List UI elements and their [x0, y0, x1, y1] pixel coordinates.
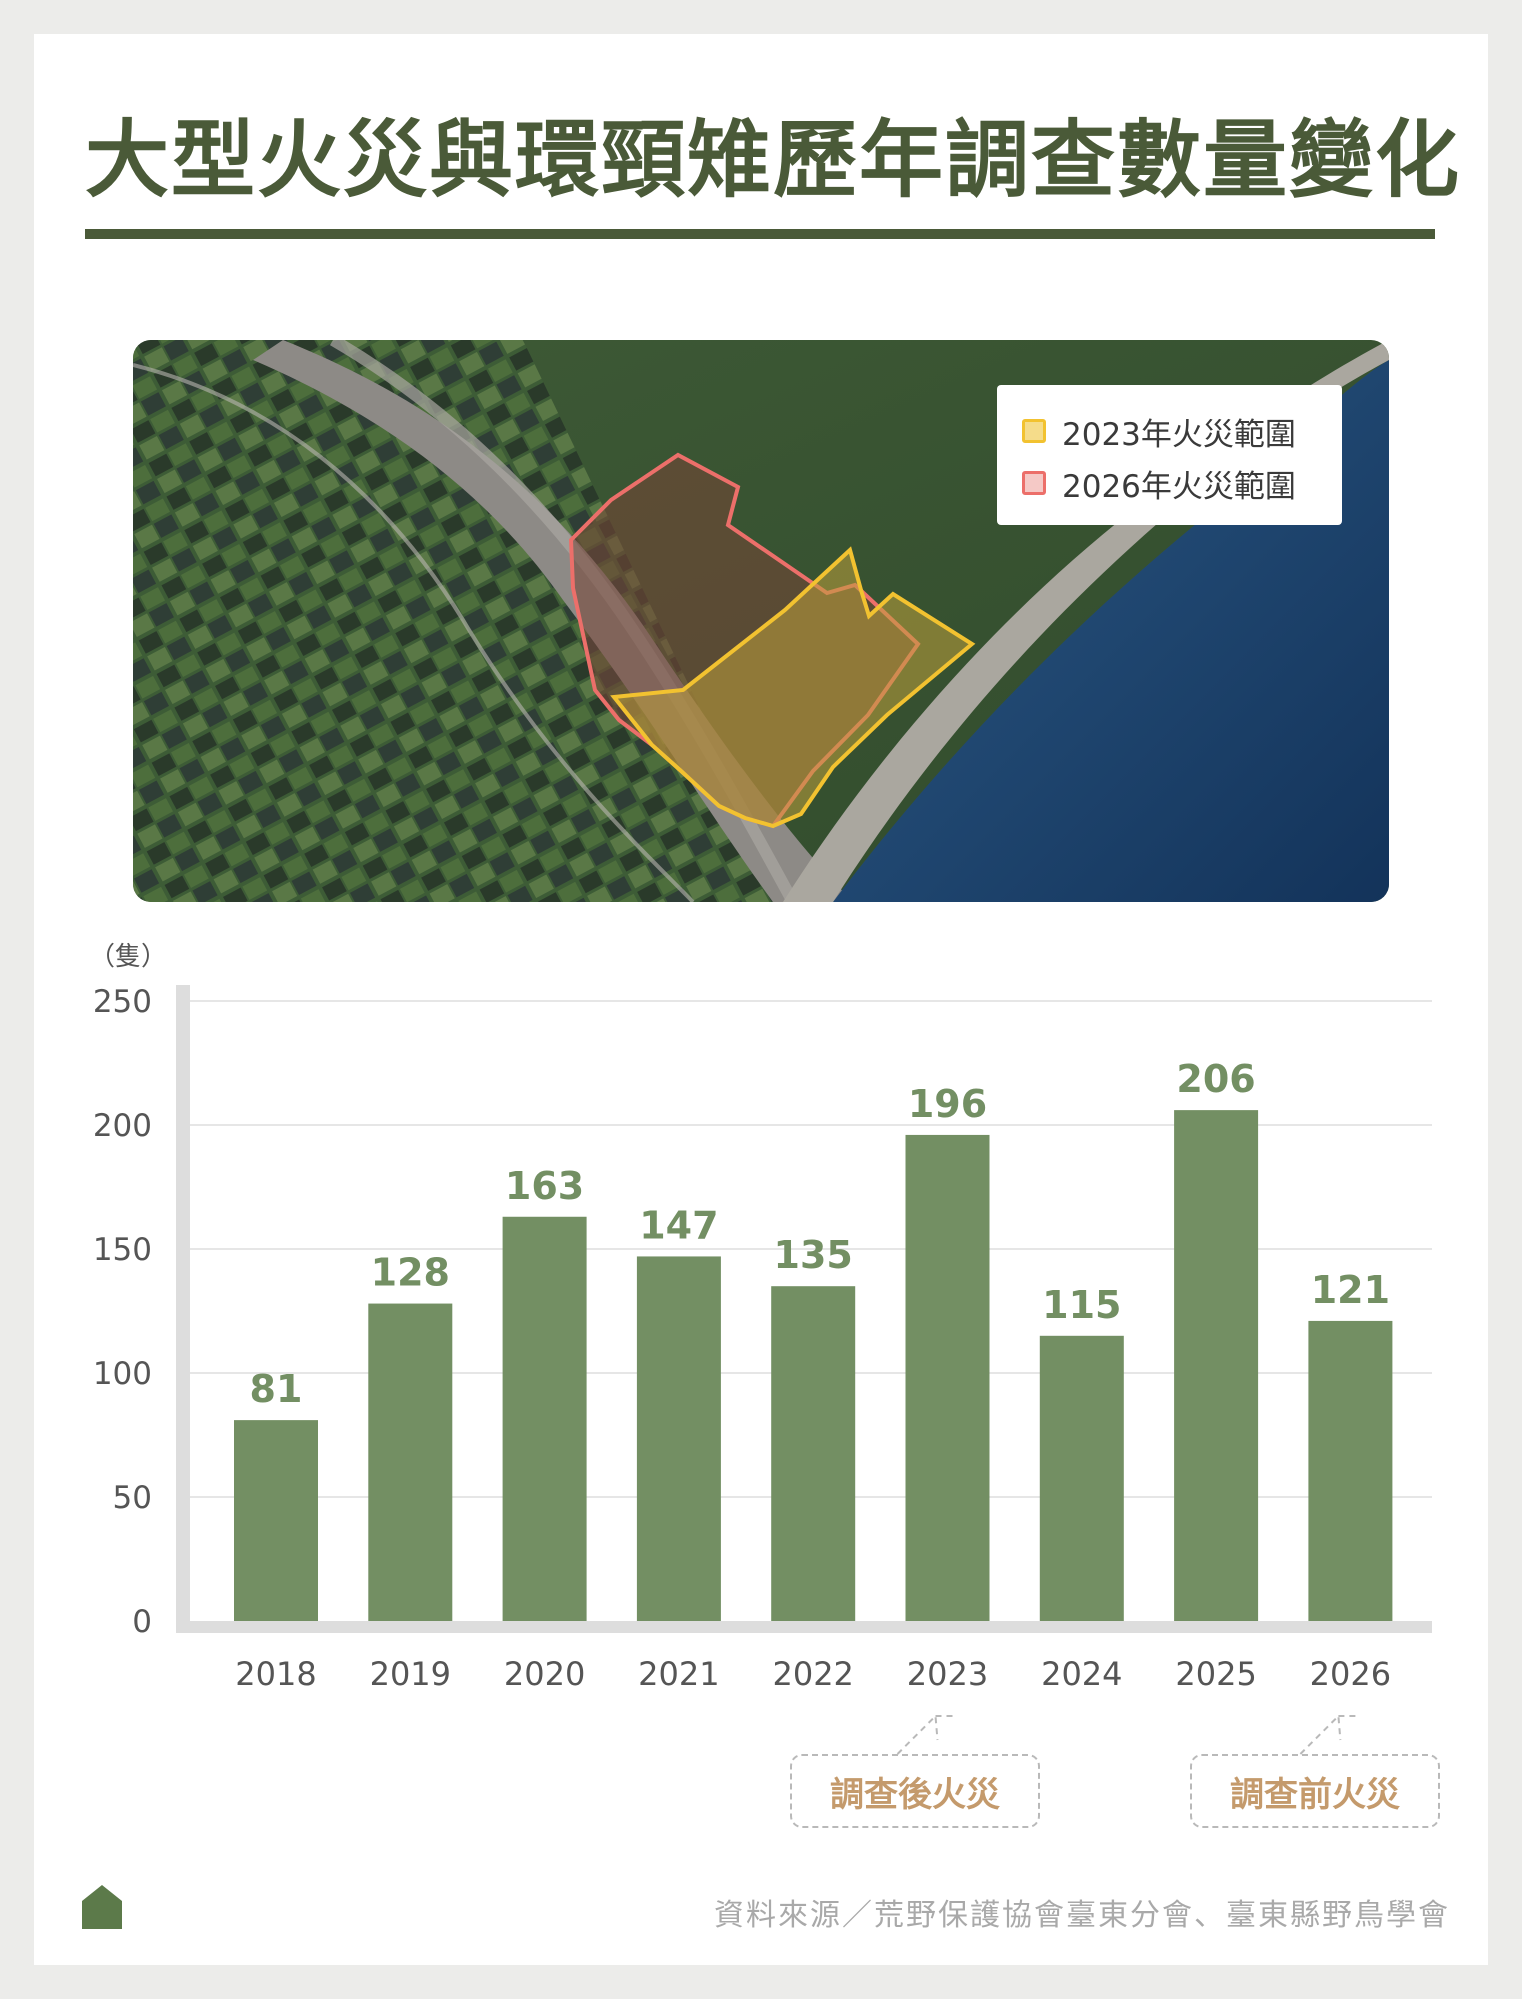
legend-item-2026: 2026年火災範圍 [1022, 463, 1296, 505]
legend-swatch-2023 [1022, 419, 1046, 443]
home-icon [82, 1885, 122, 1933]
legend-swatch-2026 [1022, 471, 1046, 495]
page-title: 大型火災與環頸雉歷年調查數量變化 [85, 111, 1462, 209]
legend-item-2023: 2023年火災範圍 [1022, 411, 1296, 453]
infographic-card [34, 34, 1488, 1965]
title-underline [85, 229, 1435, 239]
annotation-2023: 調查後火災 [790, 1754, 1040, 1828]
legend-label-2023: 2023年火災範圍 [1062, 416, 1296, 453]
legend-label-2026: 2026年火災範圍 [1062, 468, 1296, 505]
map-legend: 2023年火災範圍 2026年火災範圍 [997, 385, 1342, 525]
annotation-2026-text: 調查前火災 [1230, 1774, 1400, 1815]
annotation-2026: 調查前火災 [1190, 1754, 1440, 1828]
source-note: 資料來源／荒野保護協會臺東分會、臺東縣野鳥學會 [714, 1898, 1450, 1933]
annotation-2023-text: 調查後火災 [830, 1774, 1000, 1815]
